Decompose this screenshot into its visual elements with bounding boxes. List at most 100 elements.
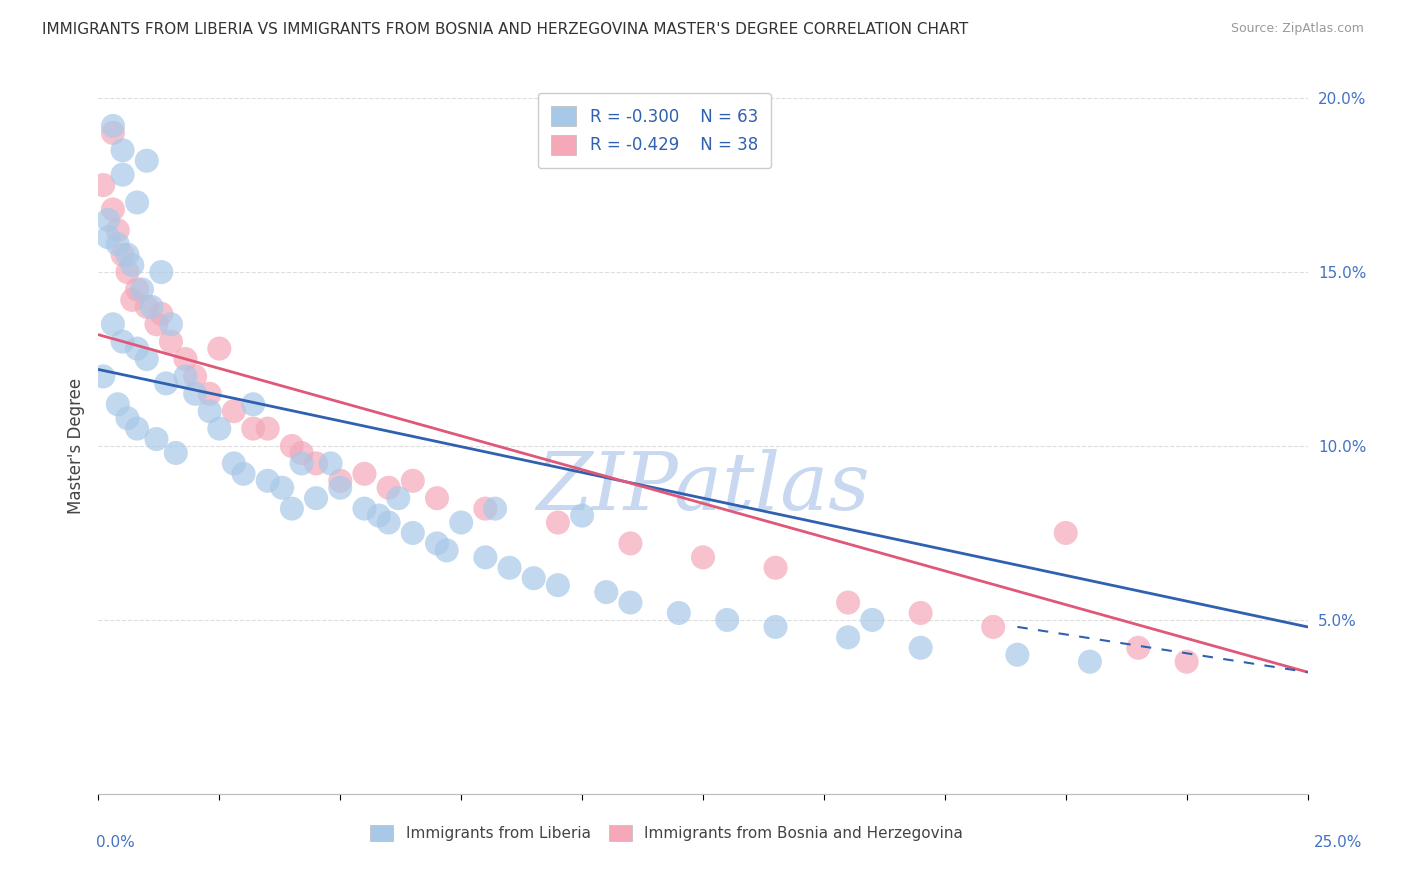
Point <box>353 501 375 516</box>
Point <box>117 411 139 425</box>
Point <box>232 467 254 481</box>
Text: Source: ZipAtlas.com: Source: ZipAtlas.com <box>1230 22 1364 36</box>
Point <box>242 421 264 435</box>
Point <box>402 525 425 540</box>
Point <box>127 195 149 210</box>
Point <box>426 491 449 505</box>
Point <box>107 237 129 252</box>
Point <box>547 516 569 530</box>
Point <box>571 508 593 523</box>
Point <box>523 571 546 585</box>
Point <box>1175 655 1198 669</box>
Point <box>135 351 157 366</box>
Point <box>150 265 173 279</box>
Point <box>305 456 328 471</box>
Point <box>101 317 124 331</box>
Point <box>242 397 264 411</box>
Point <box>498 561 520 575</box>
Point <box>141 300 163 314</box>
Point <box>668 606 690 620</box>
Point <box>160 317 183 331</box>
Point <box>377 516 399 530</box>
Point <box>547 578 569 592</box>
Point <box>290 456 312 471</box>
Point <box>474 550 496 565</box>
Point <box>837 630 859 644</box>
Point <box>436 543 458 558</box>
Point <box>117 247 139 262</box>
Point <box>198 386 221 401</box>
Point <box>184 369 207 384</box>
Point <box>111 334 134 349</box>
Point <box>426 536 449 550</box>
Point <box>91 369 114 384</box>
Point <box>111 247 134 262</box>
Point <box>305 491 328 505</box>
Point <box>860 613 883 627</box>
Point <box>281 439 304 453</box>
Point <box>837 596 859 610</box>
Point <box>155 376 177 391</box>
Point <box>127 282 149 296</box>
Point <box>387 491 409 505</box>
Point <box>150 307 173 321</box>
Point <box>474 501 496 516</box>
Point <box>329 481 352 495</box>
Point <box>131 282 153 296</box>
Point <box>145 317 167 331</box>
Point <box>981 620 1004 634</box>
Point <box>910 606 932 620</box>
Point <box>208 421 231 435</box>
Point <box>160 334 183 349</box>
Point <box>101 202 124 217</box>
Point <box>256 474 278 488</box>
Point <box>281 501 304 516</box>
Point <box>290 446 312 460</box>
Point <box>97 230 120 244</box>
Point <box>184 386 207 401</box>
Text: 25.0%: 25.0% <box>1315 836 1362 850</box>
Point <box>127 421 149 435</box>
Point <box>174 369 197 384</box>
Point <box>135 153 157 168</box>
Y-axis label: Master's Degree: Master's Degree <box>66 378 84 514</box>
Point <box>450 516 472 530</box>
Point <box>1007 648 1029 662</box>
Text: ZIPatlas: ZIPatlas <box>536 449 870 526</box>
Point <box>174 351 197 366</box>
Point <box>484 501 506 516</box>
Point <box>107 397 129 411</box>
Point <box>1128 640 1150 655</box>
Point <box>91 178 114 192</box>
Point <box>319 456 342 471</box>
Point <box>353 467 375 481</box>
Point <box>619 596 641 610</box>
Text: IMMIGRANTS FROM LIBERIA VS IMMIGRANTS FROM BOSNIA AND HERZEGOVINA MASTER'S DEGRE: IMMIGRANTS FROM LIBERIA VS IMMIGRANTS FR… <box>42 22 969 37</box>
Point <box>107 223 129 237</box>
Legend: Immigrants from Liberia, Immigrants from Bosnia and Herzegovina: Immigrants from Liberia, Immigrants from… <box>363 818 970 849</box>
Point <box>111 168 134 182</box>
Point <box>208 342 231 356</box>
Point <box>619 536 641 550</box>
Point <box>271 481 294 495</box>
Point <box>117 265 139 279</box>
Point <box>595 585 617 599</box>
Point <box>135 300 157 314</box>
Point <box>222 404 245 418</box>
Point <box>222 456 245 471</box>
Point <box>127 342 149 356</box>
Point <box>765 620 787 634</box>
Point <box>765 561 787 575</box>
Point <box>101 119 124 133</box>
Point <box>198 404 221 418</box>
Point <box>121 293 143 307</box>
Point <box>368 508 391 523</box>
Text: 0.0%: 0.0% <box>96 836 135 850</box>
Point <box>1054 525 1077 540</box>
Point <box>145 432 167 446</box>
Point <box>111 143 134 157</box>
Point <box>101 126 124 140</box>
Point <box>121 258 143 272</box>
Point <box>256 421 278 435</box>
Point <box>716 613 738 627</box>
